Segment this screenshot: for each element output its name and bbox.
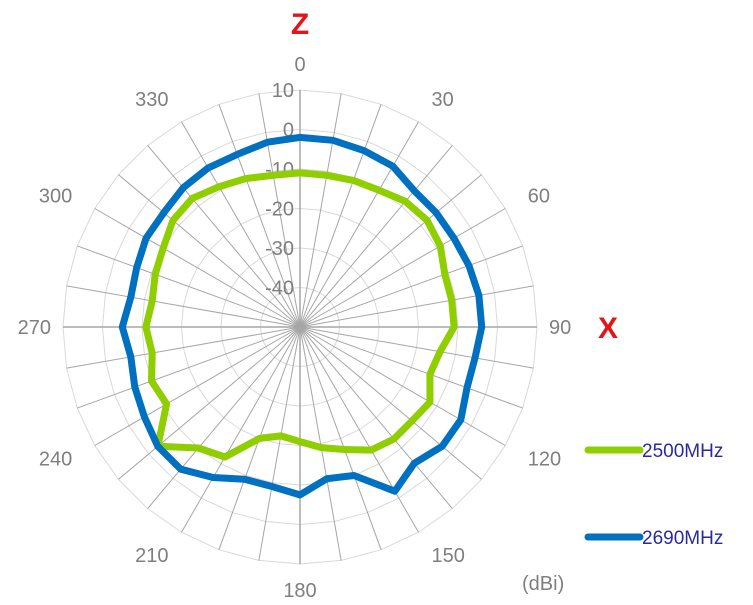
axis-name-z: Z [291,8,309,41]
grid-spoke [77,245,301,328]
grid-spoke [299,326,342,561]
legend-item-2690mhz: 2690MHz [584,528,723,549]
radial-tick-label: -40 [265,278,294,300]
unit-label: (dBi) [522,573,564,595]
angle-tick-label: 0 [294,54,305,76]
legend-item-2500mhz: 2500MHz [584,441,723,462]
angle-tick-label: 330 [135,89,168,111]
grid-spoke [77,326,301,409]
angle-tick-label: 60 [528,186,550,208]
grid-spoke [299,326,534,369]
angle-tick-label: 150 [432,545,465,567]
legend-label-2500mhz: 2500MHz [642,441,723,462]
radial-tick-label: -30 [265,238,294,260]
grid-spoke [66,326,301,369]
grid-spoke [118,326,301,480]
grid-spoke [299,326,506,446]
grid-spoke [299,121,419,328]
grid-spoke [299,174,482,328]
grid-spoke [147,145,301,328]
grid-spoke [94,208,301,328]
grid-spoke [299,208,506,328]
axis-name-x: X [598,312,618,345]
grid-spoke [258,93,301,328]
angle-tick-labels: 0 30 60 90 120 150 180 210 240 270 300 330 [18,54,572,602]
legend-label-2690mhz: 2690MHz [642,528,723,549]
series-line-2690mhz [118,133,486,499]
series-line-2500mhz [142,169,458,461]
grid-spoke [258,326,301,561]
grid-spoke [299,326,523,409]
angle-tick-label: 270 [18,317,51,339]
radial-tick-label: 10 [272,80,294,102]
grid-spoke [299,326,453,509]
grid-spoke [299,326,419,533]
angle-tick-label: 180 [283,580,316,602]
angle-tick-label: 90 [549,317,571,339]
grid-spoke [299,145,453,328]
polar-grid [62,89,538,565]
angle-tick-label: 120 [528,449,561,471]
grid-spoke [147,326,301,509]
grid-spoke [181,121,301,328]
grid-spoke [181,326,301,533]
grid-spoke [299,326,382,550]
angle-tick-label: 240 [39,449,72,471]
grid-spoke [94,326,301,446]
grid-spoke [299,104,382,328]
grid-spoke [299,326,482,480]
grid-spoke [299,93,342,328]
legend: 2500MHz 2690MHz [584,441,723,549]
grid-spoke [218,104,301,328]
grid-spoke [299,245,523,328]
grid-spoke [299,285,534,328]
grid-spoke [118,174,301,328]
angle-tick-label: 210 [135,545,168,567]
angle-tick-label: 300 [39,186,72,208]
series-layer [118,133,486,499]
grid-spoke [66,285,301,328]
radial-tick-label: -20 [265,199,294,221]
angle-tick-label: 30 [432,89,454,111]
radial-tick-label: 0 [283,120,294,142]
